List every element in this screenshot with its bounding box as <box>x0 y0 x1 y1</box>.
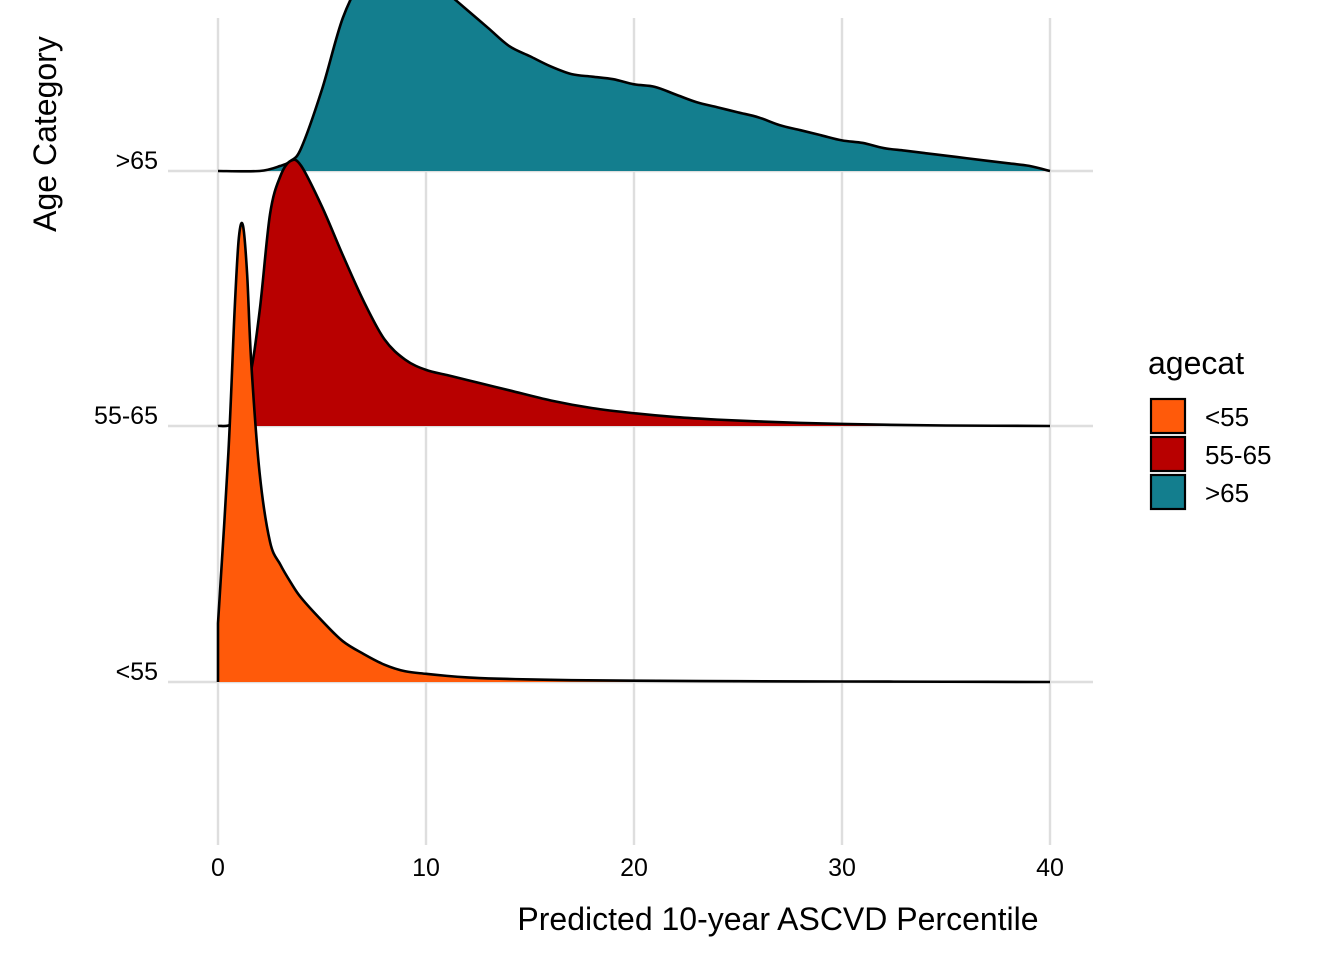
legend-swatch <box>1149 397 1187 435</box>
x-tick-label: 40 <box>1036 854 1064 882</box>
legend: agecat <55 55-65 >65 <box>1148 345 1272 511</box>
density-ridges <box>216 0 1051 684</box>
ridge-fill-3 <box>218 0 1050 172</box>
ridge-outline-3 <box>217 0 1051 173</box>
legend-label: >65 <box>1205 478 1249 508</box>
legend-swatch <box>1149 473 1187 511</box>
y-axis-ticks: <55 55-65 >65 <box>94 147 158 686</box>
legend-label: <55 <box>1205 402 1249 432</box>
ridge-fill-2 <box>218 159 1050 427</box>
x-axis-ticks: 0 10 20 30 40 <box>211 854 1064 882</box>
x-tick-label: 0 <box>211 854 225 882</box>
x-tick-label: 20 <box>620 854 648 882</box>
legend-label: 55-65 <box>1205 440 1272 470</box>
x-axis-title: Predicted 10-year ASCVD Percentile <box>517 901 1038 937</box>
ridge-outline-1 <box>216 221 1051 684</box>
y-tick-label: >65 <box>116 147 158 175</box>
y-axis-title: Age Category <box>27 36 63 232</box>
ridge-fill-1 <box>218 223 1050 682</box>
legend-title: agecat <box>1148 345 1244 381</box>
y-tick-label: <55 <box>116 658 158 686</box>
legend-swatch <box>1149 435 1187 473</box>
y-tick-label: 55-65 <box>94 402 158 430</box>
ridge-outline-2 <box>217 158 1051 428</box>
x-tick-label: 30 <box>828 854 856 882</box>
x-tick-label: 10 <box>412 854 440 882</box>
